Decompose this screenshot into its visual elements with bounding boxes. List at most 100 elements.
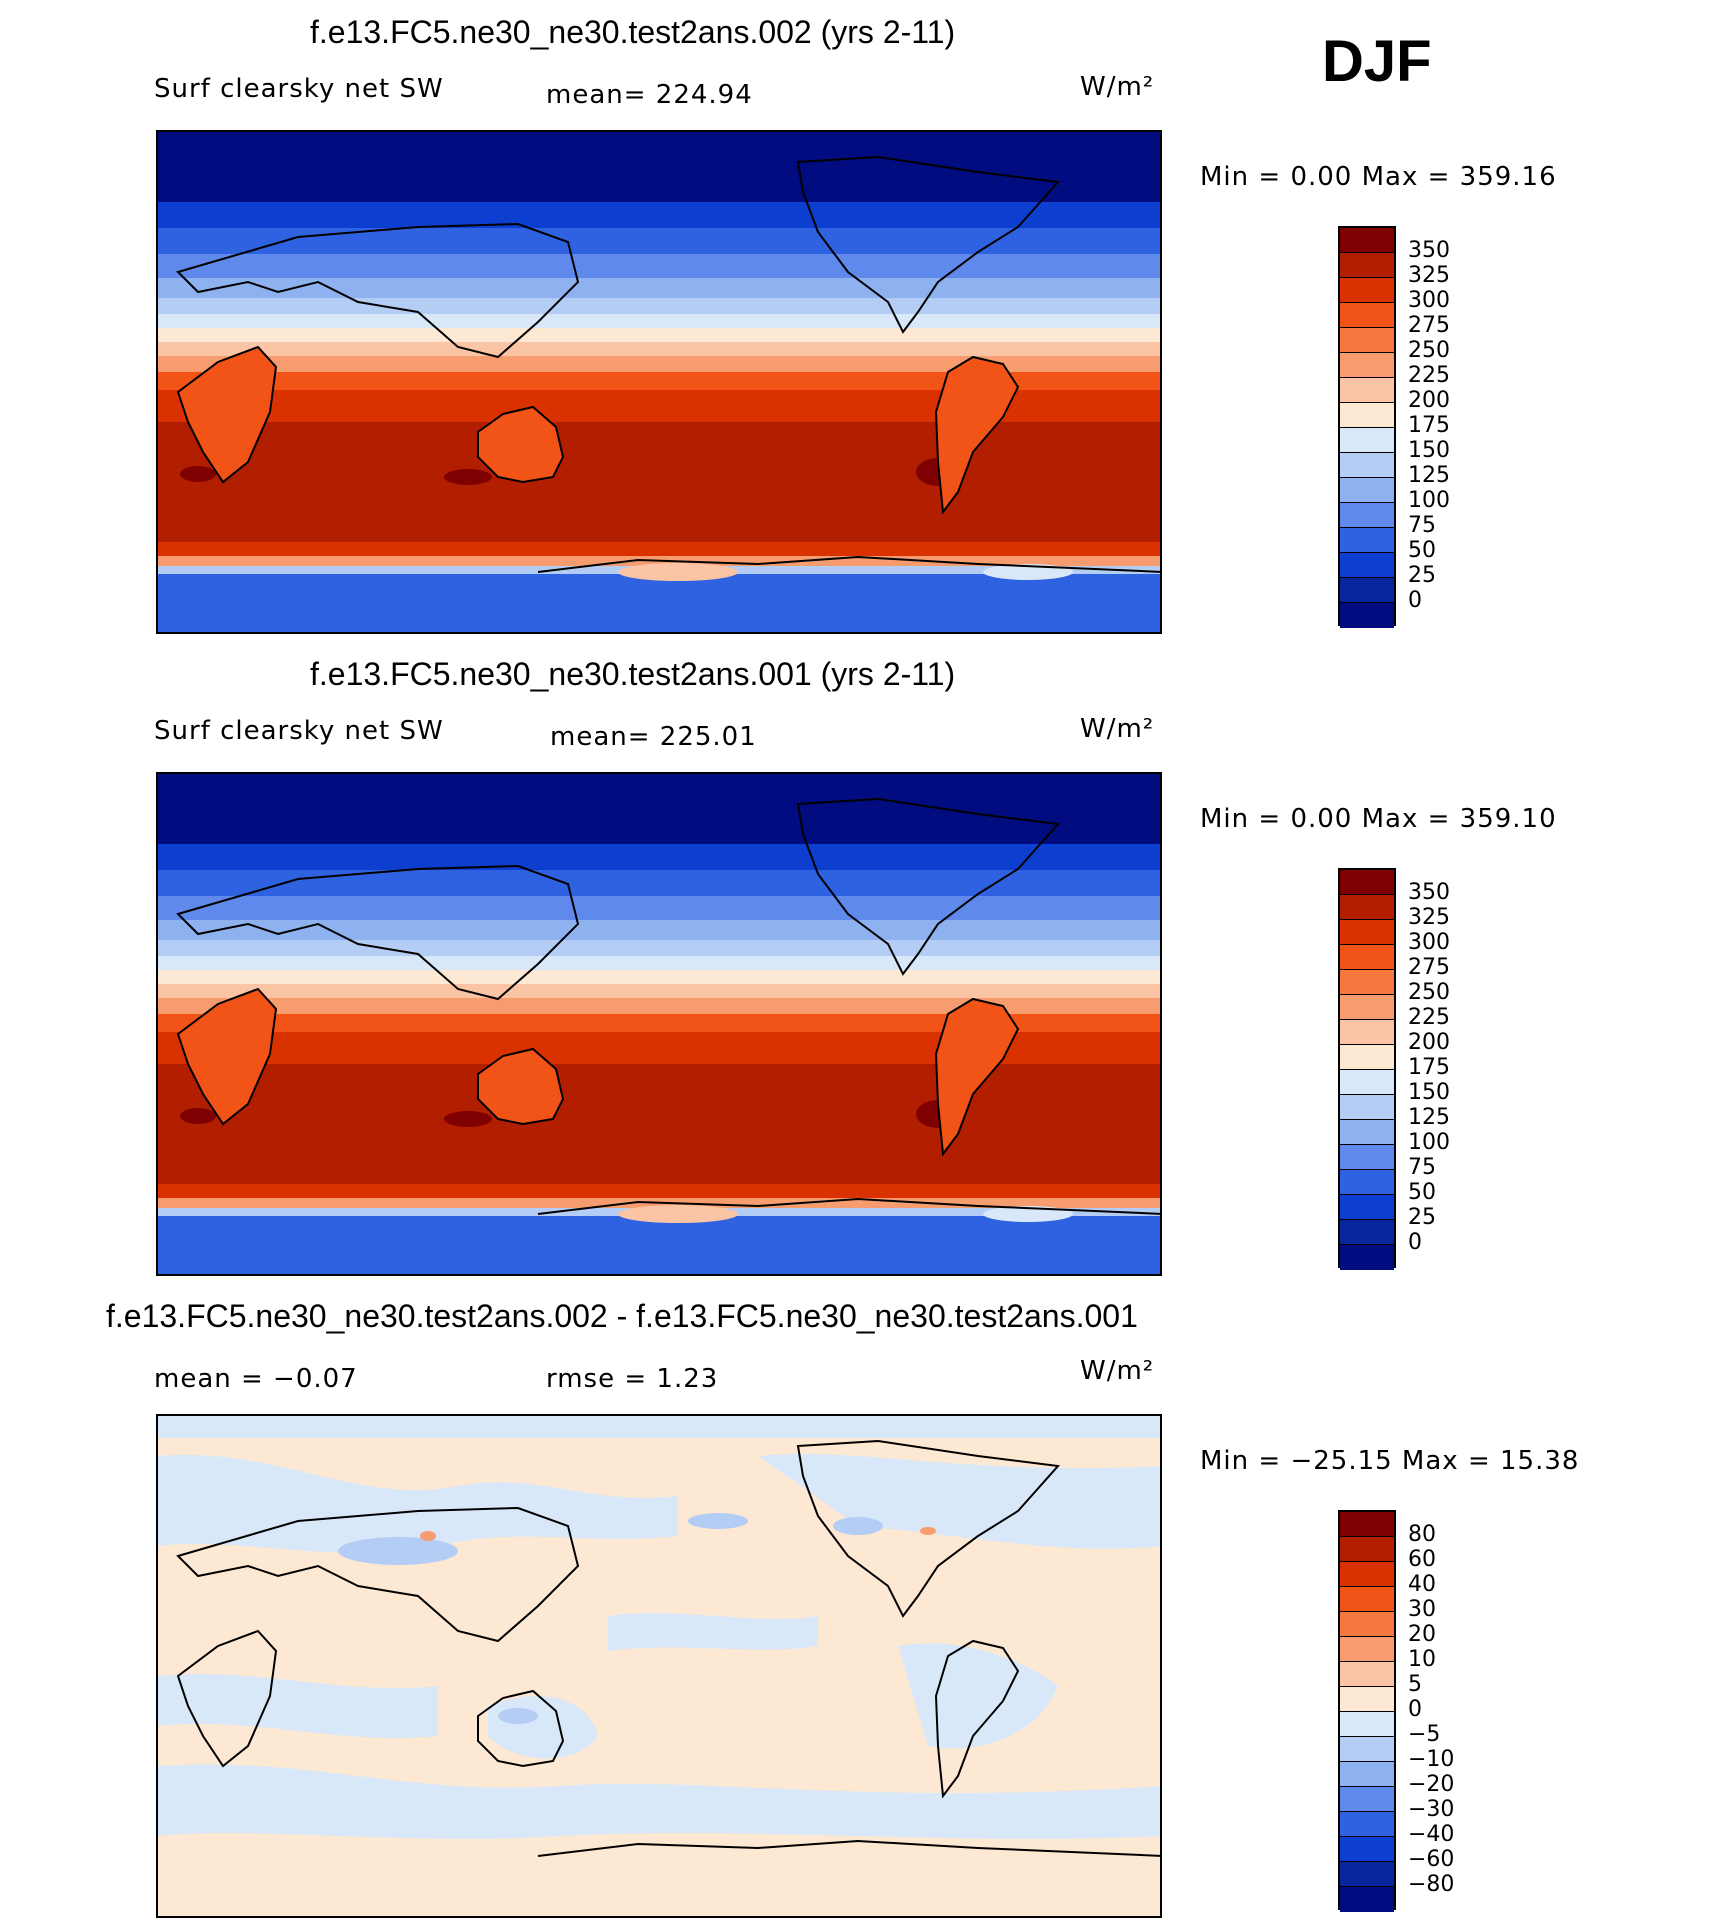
colorbar-swatch <box>1340 1245 1394 1270</box>
colorbar-swatch <box>1340 1812 1394 1837</box>
colorbar-tick-label: −40 <box>1408 1822 1455 1847</box>
colorbar-tick-label: 50 <box>1408 538 1436 563</box>
colorbar-swatch <box>1340 378 1394 403</box>
colorbar-tick-label: 275 <box>1408 313 1450 338</box>
colorbar-tick-label: 100 <box>1408 1130 1450 1155</box>
colorbar-swatch <box>1340 1220 1394 1245</box>
colorbar-swatch <box>1340 1762 1394 1787</box>
colorbar-tick-label: 175 <box>1408 413 1450 438</box>
colorbar-tick-label: 175 <box>1408 1055 1450 1080</box>
colorbar-swatch <box>1340 1587 1394 1612</box>
colorbar-tick-label: −30 <box>1408 1797 1455 1822</box>
panel-1-map <box>156 130 1162 634</box>
colorbar-swatch <box>1340 1120 1394 1145</box>
colorbar-tick-label: 80 <box>1408 1522 1436 1547</box>
colorbar-swatch <box>1340 328 1394 353</box>
colorbar-swatch <box>1340 453 1394 478</box>
season-label: DJF <box>1322 29 1432 94</box>
colorbar-swatch <box>1340 1045 1394 1070</box>
colorbar-tick-label: 200 <box>1408 1030 1450 1055</box>
colorbar-swatch <box>1340 553 1394 578</box>
panel-2-colorbar <box>1338 868 1396 1270</box>
colorbar-swatch <box>1340 1737 1394 1762</box>
colorbar-tick-label: 225 <box>1408 1005 1450 1030</box>
colorbar-tick-label: 25 <box>1408 1205 1436 1230</box>
colorbar-swatch <box>1340 970 1394 995</box>
panel-2-variable-label: Surf clearsky net SW <box>154 716 444 746</box>
colorbar-swatch <box>1340 353 1394 378</box>
panel-1-units: W/m² <box>1080 72 1155 102</box>
colorbar-swatch <box>1340 253 1394 278</box>
colorbar-swatch <box>1340 1195 1394 1220</box>
colorbar-swatch <box>1340 945 1394 970</box>
colorbar-tick-label: 0 <box>1408 1230 1422 1255</box>
panel-2-title: f.e13.FC5.ne30_ne30.test2ans.001 (yrs 2-… <box>310 656 956 692</box>
colorbar-swatch <box>1340 403 1394 428</box>
colorbar-tick-label: 60 <box>1408 1547 1436 1572</box>
colorbar-swatch <box>1340 870 1394 895</box>
colorbar-tick-label: 30 <box>1408 1597 1436 1622</box>
colorbar-tick-label: 20 <box>1408 1622 1436 1647</box>
colorbar-swatch <box>1340 1837 1394 1862</box>
panel-3-title: f.e13.FC5.ne30_ne30.test2ans.002 - f.e13… <box>106 1298 1138 1334</box>
colorbar-swatch <box>1340 895 1394 920</box>
colorbar-tick-label: 75 <box>1408 513 1436 538</box>
colorbar-tick-label: 25 <box>1408 563 1436 588</box>
colorbar-tick-label: 0 <box>1408 588 1422 613</box>
colorbar-tick-label: 325 <box>1408 905 1450 930</box>
panel-3-field <box>158 1416 1160 1916</box>
panel-3-units: W/m² <box>1080 1356 1155 1386</box>
panel-2-field <box>158 774 1160 1274</box>
colorbar-swatch <box>1340 1637 1394 1662</box>
panel-1-title: f.e13.FC5.ne30_ne30.test2ans.002 (yrs 2-… <box>310 14 956 50</box>
colorbar-tick-label: −20 <box>1408 1772 1455 1797</box>
colorbar-tick-label: 325 <box>1408 263 1450 288</box>
colorbar-swatch <box>1340 1687 1394 1712</box>
colorbar-tick-label: 300 <box>1408 288 1450 313</box>
colorbar-swatch <box>1340 1070 1394 1095</box>
colorbar-tick-label: 275 <box>1408 955 1450 980</box>
panel-2-map <box>156 772 1162 1276</box>
colorbar-tick-label: 125 <box>1408 1105 1450 1130</box>
panel-3-mean-label: mean = −0.07 <box>154 1364 358 1394</box>
colorbar-tick-label: 300 <box>1408 930 1450 955</box>
panel-1-variable-label: Surf clearsky net SW <box>154 74 444 104</box>
colorbar-swatch <box>1340 1145 1394 1170</box>
colorbar-swatch <box>1340 603 1394 628</box>
panel-3-min-max: Min = −25.15 Max = 15.38 <box>1200 1446 1580 1476</box>
colorbar-tick-label: 350 <box>1408 238 1450 263</box>
panel-2-units: W/m² <box>1080 714 1155 744</box>
colorbar-swatch <box>1340 503 1394 528</box>
colorbar-tick-label: 0 <box>1408 1697 1422 1722</box>
colorbar-tick-label: 100 <box>1408 488 1450 513</box>
colorbar-tick-label: 225 <box>1408 363 1450 388</box>
colorbar-swatch <box>1340 1512 1394 1537</box>
colorbar-tick-label: 150 <box>1408 438 1450 463</box>
colorbar-swatch <box>1340 228 1394 253</box>
colorbar-tick-label: −10 <box>1408 1747 1455 1772</box>
colorbar-tick-label: 50 <box>1408 1180 1436 1205</box>
colorbar-swatch <box>1340 1787 1394 1812</box>
panel-3-map <box>156 1414 1162 1918</box>
colorbar-swatch <box>1340 1712 1394 1737</box>
panel-1-mean-label: mean= 224.94 <box>546 80 753 110</box>
colorbar-tick-label: −60 <box>1408 1847 1455 1872</box>
panel-3-colorbar <box>1338 1510 1396 1912</box>
colorbar-swatch <box>1340 1562 1394 1587</box>
colorbar-tick-label: 150 <box>1408 1080 1450 1105</box>
colorbar-tick-label: −5 <box>1408 1722 1441 1747</box>
panel-1-colorbar <box>1338 226 1396 628</box>
colorbar-swatch <box>1340 478 1394 503</box>
panel-2-min-max: Min = 0.00 Max = 359.10 <box>1200 804 1557 834</box>
panel-2-mean-label: mean= 225.01 <box>550 722 757 752</box>
colorbar-swatch <box>1340 920 1394 945</box>
colorbar-tick-label: 10 <box>1408 1647 1436 1672</box>
colorbar-swatch <box>1340 1020 1394 1045</box>
colorbar-swatch <box>1340 1612 1394 1637</box>
colorbar-swatch <box>1340 1170 1394 1195</box>
colorbar-swatch <box>1340 1095 1394 1120</box>
colorbar-swatch <box>1340 995 1394 1020</box>
colorbar-tick-label: 125 <box>1408 463 1450 488</box>
panel-3-rmse-label: rmse = 1.23 <box>546 1364 719 1394</box>
colorbar-swatch <box>1340 428 1394 453</box>
